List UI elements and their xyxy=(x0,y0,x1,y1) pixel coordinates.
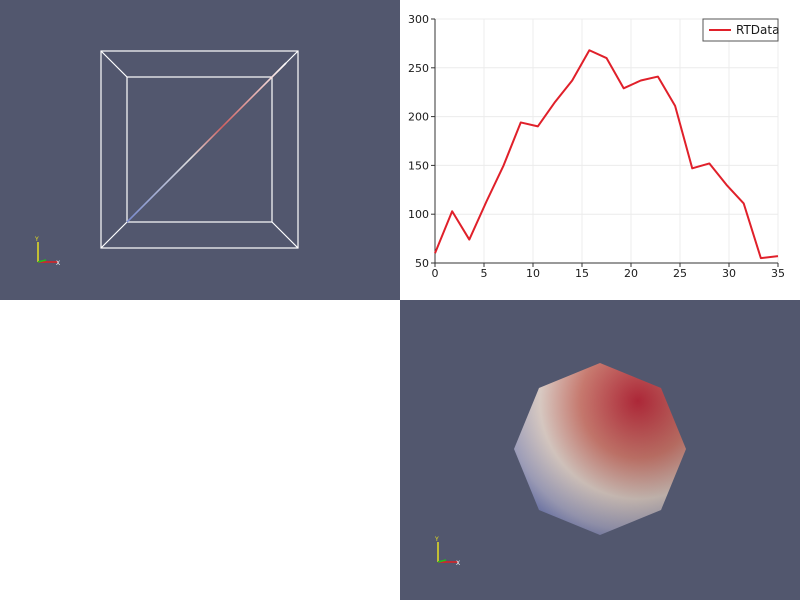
chart-series xyxy=(434,49,779,260)
svg-text:X: X xyxy=(56,260,60,267)
wireframe-canvas: Y X xyxy=(34,50,299,267)
line-chart: 0 5 10 15 20 25 30 35 50 100 150 200 250 300 RTData xyxy=(408,13,785,280)
render-view-wireframe[interactable]: Y X xyxy=(0,0,400,300)
y-tick-label: 100 xyxy=(408,208,429,221)
x-tick-label: 25 xyxy=(673,267,687,280)
y-tick-label: 50 xyxy=(415,257,429,270)
wireframe-inner-square xyxy=(126,76,273,223)
line-chart-view[interactable]: 0 5 10 15 20 25 30 35 50 100 150 200 250 300 RTData xyxy=(400,0,800,300)
y-tick-label: 200 xyxy=(408,111,429,124)
legend-label-rtdata: RTData xyxy=(736,23,779,37)
empty-view[interactable] xyxy=(0,300,400,600)
x-tick-label: 0 xyxy=(432,267,439,280)
chart-axes xyxy=(434,19,778,264)
x-tick-label: 30 xyxy=(722,267,736,280)
x-tick-label: 35 xyxy=(771,267,785,280)
chart-grid xyxy=(434,18,779,264)
svg-text:X: X xyxy=(456,560,460,567)
svg-text:Y: Y xyxy=(34,236,39,243)
octagon-shading xyxy=(514,363,686,535)
y-tick-label: 300 xyxy=(408,13,429,26)
x-tick-label: 5 xyxy=(481,267,488,280)
render-view-surface[interactable]: Y X xyxy=(400,300,800,600)
x-tick-label: 20 xyxy=(624,267,638,280)
wireframe-edge-br xyxy=(271,221,299,249)
diagonal-line xyxy=(126,62,287,223)
wireframe-edge-bl xyxy=(100,221,128,249)
wireframe-outer-square xyxy=(100,50,299,249)
wireframe-edge-tl xyxy=(100,50,128,78)
x-tick-label: 10 xyxy=(526,267,540,280)
orientation-axes-icon: Y X xyxy=(34,236,60,267)
series-line-rtdata xyxy=(434,49,779,260)
chart-legend[interactable]: RTData xyxy=(702,18,779,42)
legend-box xyxy=(702,18,779,42)
svg-text:Y: Y xyxy=(434,536,439,543)
surface-canvas: Y X xyxy=(434,363,686,567)
x-tick-label: 15 xyxy=(575,267,589,280)
y-tick-label: 250 xyxy=(408,62,429,75)
orientation-axes-icon: Y X xyxy=(434,536,460,567)
chart-ticks: 0 5 10 15 20 25 30 35 50 100 150 200 250 300 xyxy=(408,13,785,280)
y-tick-label: 150 xyxy=(408,159,429,172)
